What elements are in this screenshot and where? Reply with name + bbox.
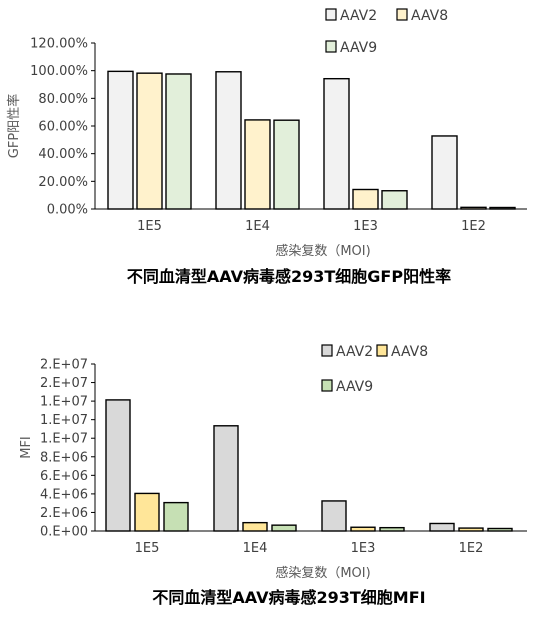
chart-title: 不同血清型AAV病毒感293T细胞GFP阳性率: [127, 267, 451, 286]
x-axis-title: 感染复数（MOI): [275, 565, 370, 581]
legend-swatch: [376, 344, 388, 357]
y-tick-label: 4.E+06: [40, 487, 88, 502]
bar: [213, 425, 239, 532]
y-tick-label: 2.E+07: [40, 376, 88, 391]
mfi-chart: 0.E+00 2.E+06 4.E+06 6.E+06 8.E+06 1.E+07 1.E+…: [19, 344, 527, 607]
legend-label: AAV8: [411, 8, 448, 24]
bar: [242, 521, 268, 532]
legend-label: AAV2: [340, 8, 377, 24]
bar: [458, 527, 484, 532]
legend-swatch: [396, 8, 408, 21]
bar: [107, 70, 134, 210]
y-tick-label: 20.00%: [38, 175, 88, 190]
legend-swatch: [325, 8, 337, 21]
x-tick-label: 1E5: [135, 541, 160, 556]
y-tick-label: 2.E+07: [40, 358, 88, 373]
bar: [379, 526, 405, 532]
legend-label: AAV9: [336, 379, 373, 395]
bar: [323, 77, 350, 210]
bar: [105, 399, 131, 532]
bar: [165, 73, 192, 210]
legend-swatch: [321, 344, 333, 357]
legend-swatch: [325, 40, 337, 53]
legend-label: AAV9: [340, 40, 377, 56]
y-tick-label: 0.00%: [47, 203, 88, 218]
legend-label: AAV2: [336, 344, 373, 360]
chart-title: 不同血清型AAV病毒感293T细胞MFI: [152, 588, 425, 607]
bar: [431, 135, 458, 210]
bar: [271, 524, 297, 532]
y-tick-label: 40.00%: [38, 147, 88, 162]
y-tick-label: 60.00%: [38, 120, 88, 135]
bar: [244, 119, 271, 210]
x-tick-label: 1E3: [353, 219, 378, 234]
y-tick-label: 2.E+06: [40, 506, 88, 521]
y-tick-label: 1.E+07: [40, 432, 88, 447]
bar: [487, 527, 513, 532]
bar: [352, 188, 379, 210]
y-tick-label: 100.00%: [30, 64, 88, 79]
y-tick-label: 0.E+00: [40, 525, 88, 540]
gfp-chart: 0.00% 20.00% 40.00% 60.00% 80.00% 100.00% 120.…: [6, 8, 527, 286]
y-tick-label: 120.00%: [30, 37, 88, 52]
x-tick-label: 1E4: [245, 219, 270, 234]
x-tick-label: 1E5: [137, 219, 162, 234]
y-axis-title: GFP阳性率: [6, 94, 22, 158]
bar: [273, 119, 300, 210]
bar: [489, 206, 516, 210]
y-tick-label: 1.E+07: [40, 413, 88, 428]
legend-swatch: [321, 379, 333, 392]
bar: [460, 206, 487, 210]
bar: [429, 522, 455, 532]
bar: [163, 501, 189, 532]
bar: [134, 492, 160, 532]
x-tick-label: 1E2: [461, 219, 486, 234]
bar: [215, 71, 242, 210]
legend-label: AAV8: [391, 344, 428, 360]
bar: [381, 190, 408, 210]
bar: [350, 526, 376, 532]
bar: [136, 72, 163, 210]
y-tick-label: 6.E+06: [40, 469, 88, 484]
x-tick-label: 1E4: [243, 541, 268, 556]
y-axis-title: MFI: [19, 436, 34, 459]
y-tick-label: 1.E+07: [40, 395, 88, 410]
x-axis-title: 感染复数（MOI): [275, 243, 370, 259]
y-tick-label: 8.E+06: [40, 450, 88, 465]
x-tick-label: 1E2: [459, 541, 484, 556]
x-tick-label: 1E3: [351, 541, 376, 556]
bar: [321, 500, 347, 532]
y-tick-label: 80.00%: [38, 92, 88, 107]
